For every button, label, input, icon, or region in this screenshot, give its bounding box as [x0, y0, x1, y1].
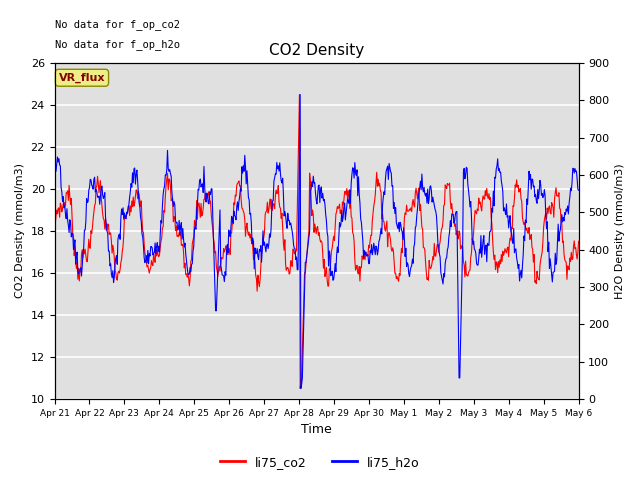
li75_co2: [60, 203, 68, 208]
li75_h2o: [297, 385, 305, 391]
li75_h2o: [195, 187, 203, 193]
li75_co2: [114, 270, 122, 276]
li75_co2: [296, 385, 304, 391]
Line: li75_h2o: li75_h2o: [54, 95, 579, 388]
li75_co2: [51, 216, 58, 222]
li75_h2o: [60, 205, 68, 211]
Y-axis label: H2O Density (mmol/m3): H2O Density (mmol/m3): [615, 163, 625, 299]
Text: No data for f_op_co2: No data for f_op_co2: [54, 19, 180, 30]
li75_co2: [381, 228, 389, 234]
li75_h2o: [51, 185, 58, 191]
li75_co2: [397, 255, 404, 261]
li75_co2: [575, 239, 582, 244]
Text: No data for f_op_h2o: No data for f_op_h2o: [54, 39, 180, 50]
Y-axis label: CO2 Density (mmol/m3): CO2 Density (mmol/m3): [15, 164, 25, 299]
li75_h2o: [296, 92, 304, 97]
li75_h2o: [397, 221, 404, 227]
li75_co2: [195, 200, 203, 206]
li75_co2: [167, 198, 175, 204]
li75_h2o: [381, 176, 389, 182]
li75_h2o: [575, 187, 582, 193]
Line: li75_co2: li75_co2: [54, 95, 579, 388]
li75_h2o: [167, 173, 175, 179]
Text: VR_flux: VR_flux: [59, 72, 105, 83]
li75_h2o: [114, 237, 122, 242]
Legend: li75_co2, li75_h2o: li75_co2, li75_h2o: [215, 451, 425, 474]
li75_co2: [296, 92, 303, 97]
X-axis label: Time: Time: [301, 423, 332, 436]
Title: CO2 Density: CO2 Density: [269, 43, 364, 58]
